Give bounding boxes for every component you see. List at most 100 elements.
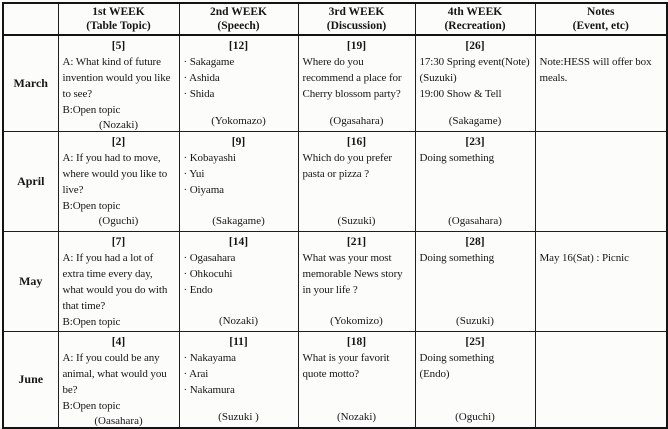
col-header-week3: 3rd WEEK (Discussion) — [297, 2, 416, 36]
presenter-signature: (Suzuki) — [456, 314, 494, 327]
meeting-number: [2] — [111, 135, 126, 148]
cell-body: · Ogasahara · Ohkocuhi · Endo — [183, 251, 236, 296]
presenter-signature: (Oasahara) — [94, 414, 143, 427]
cell-may-discussion: [21] What was your most memorable News s… — [297, 230, 416, 332]
presenter-signature — [540, 329, 663, 330]
col-header-subtitle: (Discussion) — [326, 20, 387, 32]
meeting-number: [9] — [231, 135, 246, 148]
meeting-number: [28] — [465, 235, 485, 248]
cell-body: Doing something — [419, 151, 495, 164]
month-column-header — [2, 2, 59, 36]
month-label-march: March — [2, 34, 59, 132]
meeting-number: [23] — [465, 135, 485, 148]
cell-body: A: If you had a lot of extra time every … — [62, 251, 168, 328]
col-header-subtitle: (Table Topic) — [86, 20, 151, 32]
presenter-signature: (Nozaki) — [336, 411, 377, 423]
cell-march-discussion: [19] Where do you recommend a place for … — [297, 34, 416, 132]
meeting-number: [25] — [465, 335, 485, 348]
col-header-subtitle: (Recreation) — [444, 20, 506, 32]
cell-march-speech: [12] · Sakagame · Ashida · Shida (Yokoma… — [178, 34, 299, 132]
meeting-number: [18] — [346, 335, 367, 348]
cell-march-notes: Note:HESS will offer box meals. — [534, 34, 668, 132]
cell-body: · Sakagame · Ashida · Shida — [183, 56, 235, 100]
cell-body: May 16(Sat) : Picnic — [539, 251, 629, 264]
col-header-subtitle: (Speech) — [217, 20, 260, 32]
col-header-title: 1st WEEK — [92, 6, 145, 18]
cell-body: Note:HESS will offer box meals. — [539, 56, 652, 84]
cell-body: A: What kind of future invention would y… — [62, 56, 171, 116]
cell-body: Doing something — [419, 251, 495, 264]
cell-march-table-topic: [5] A: What kind of future invention wou… — [57, 34, 180, 132]
meeting-number: [7] — [111, 235, 126, 248]
meeting-number — [540, 134, 663, 150]
month-label-june: June — [2, 330, 59, 429]
presenter-signature — [540, 129, 663, 130]
meeting-number: [26] — [465, 40, 485, 52]
cell-march-recreation: [26] 17:30 Spring event(Note) (Suzuki) 1… — [414, 34, 536, 132]
presenter-signature: (Nozaki) — [218, 314, 259, 327]
meeting-number: [19] — [346, 40, 367, 52]
presenter-signature: (Suzuki) — [337, 214, 376, 227]
cell-june-notes — [534, 330, 668, 429]
cell-may-table-topic: [7] A: If you had a lot of extra time ev… — [57, 230, 180, 332]
month-label-april: April — [2, 130, 59, 232]
cell-body — [540, 150, 663, 229]
cell-june-table-topic: [4] A: If you could be any animal, what … — [57, 330, 180, 429]
row-may: May [7] A: If you had a lot of extra tim… — [2, 230, 668, 332]
row-march: March [5] A: What kind of future inventi… — [2, 34, 668, 132]
cell-may-recreation: [28] Doing something (Suzuki) — [414, 230, 536, 332]
cell-june-discussion: [18] What is your favorit quote motto? (… — [297, 330, 416, 429]
presenter-signature — [540, 229, 663, 230]
presenter-signature: (Sakagame) — [212, 214, 265, 227]
cell-april-notes — [534, 130, 668, 232]
cell-april-recreation: [23] Doing something (Ogasahara) — [414, 130, 536, 232]
meeting-number — [540, 38, 663, 54]
cell-body: A: If you had to move, where would you l… — [62, 151, 168, 212]
meeting-number: [5] — [111, 40, 126, 52]
col-header-notes: Notes (Event, etc) — [534, 2, 668, 36]
meeting-number — [540, 334, 663, 350]
presenter-signature: (Sakagame) — [448, 114, 502, 127]
presenter-signature: (Yokomizo) — [330, 314, 383, 327]
meeting-number: [14] — [228, 235, 249, 248]
row-june: June [4] A: If you could be any animal, … — [2, 330, 668, 429]
cell-body: A: If you could be any animal, what woul… — [62, 351, 167, 412]
col-header-title: 2nd WEEK — [210, 6, 267, 18]
presenter-signature: (Ogasahara) — [448, 214, 502, 227]
presenter-signature: (Ogasahara) — [329, 114, 384, 127]
presenter-signature: (Oguchi) — [98, 214, 139, 227]
presenter-signature: (Suzuki ) — [218, 411, 259, 423]
cell-body: What is your favorit quote motto? — [302, 351, 390, 380]
presenter-signature — [540, 425, 663, 426]
cell-june-recreation: [25] Doing something (Endo) (Oguchi) — [414, 330, 536, 429]
cell-body: Doing something (Endo) — [419, 351, 495, 380]
month-label-may: May — [2, 230, 59, 332]
col-header-title: Notes — [587, 6, 615, 18]
cell-june-speech: [11] · Nakayama · Arai · Nakamura (Suzuk… — [178, 330, 299, 429]
col-header-week2: 2nd WEEK (Speech) — [178, 2, 299, 36]
cell-april-speech: [9] · Kobayashi · Yui · Oiyama (Sakagame… — [178, 130, 299, 232]
col-header-week4: 4th WEEK (Recreation) — [414, 2, 536, 36]
cell-body: Where do you recommend a place for Cherr… — [302, 56, 402, 100]
cell-body: · Kobayashi · Yui · Oiyama — [183, 151, 236, 196]
col-header-title: 4th WEEK — [447, 6, 503, 18]
cell-body: What was your most memorable News story … — [302, 251, 403, 296]
meeting-number — [540, 234, 663, 250]
meeting-number: [16] — [346, 135, 367, 148]
col-header-subtitle: (Event, etc) — [572, 20, 629, 32]
cell-body: · Nakayama · Arai · Nakamura — [183, 351, 237, 396]
cell-may-speech: [14] · Ogasahara · Ohkocuhi · Endo (Noza… — [178, 230, 299, 332]
col-header-week1: 1st WEEK (Table Topic) — [57, 2, 180, 36]
col-header-title: 3rd WEEK — [328, 6, 385, 18]
presenter-signature: (Oguchi) — [455, 411, 495, 423]
row-april: April [2] A: If you had to move, where w… — [2, 130, 668, 232]
meeting-number: [11] — [229, 335, 248, 348]
meeting-number: [21] — [346, 235, 367, 248]
cell-body: 17:30 Spring event(Note) (Suzuki) 19:00 … — [419, 56, 530, 100]
presenter-signature: (Nozaki) — [98, 119, 139, 131]
cell-april-table-topic: [2] A: If you had to move, where would y… — [57, 130, 180, 232]
cell-april-discussion: [16] Which do you prefer pasta or pizza … — [297, 130, 416, 232]
cell-may-notes: May 16(Sat) : Picnic — [534, 230, 668, 332]
